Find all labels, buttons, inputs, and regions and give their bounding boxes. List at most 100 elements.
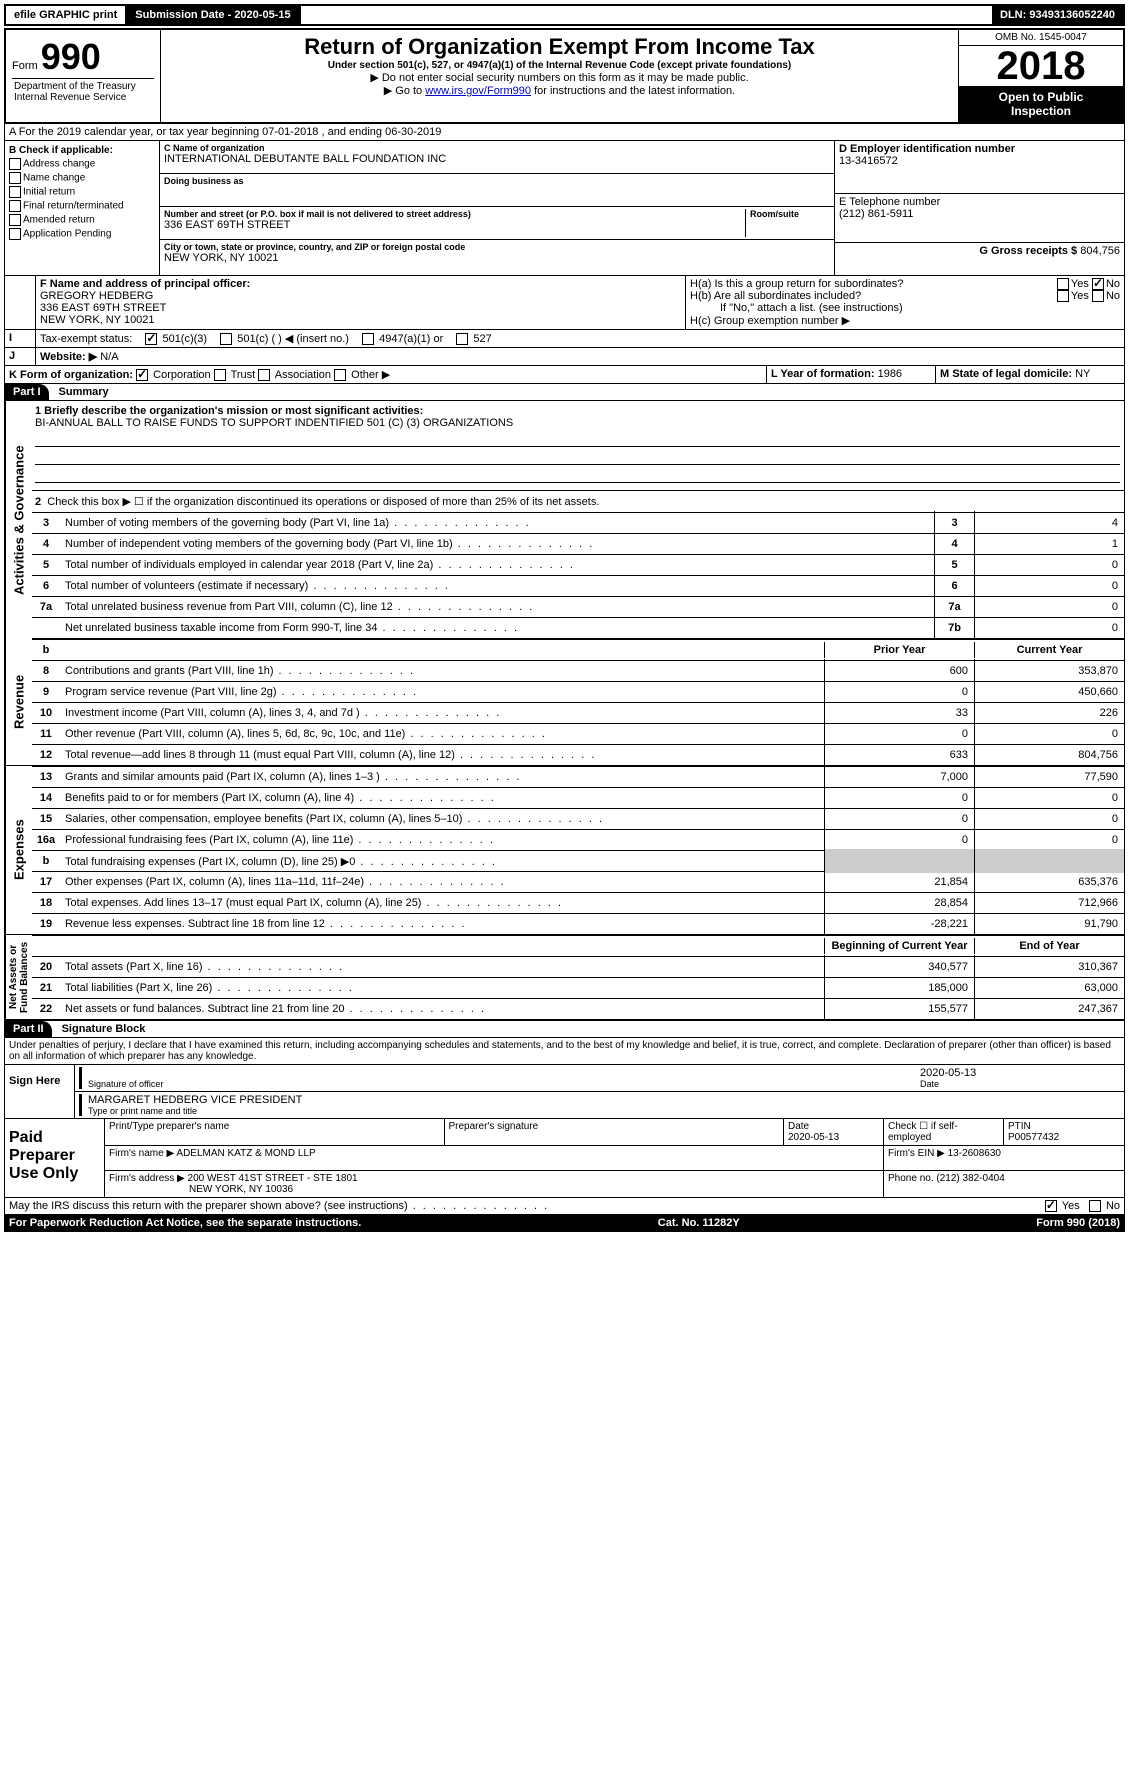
org-name: INTERNATIONAL DEBUTANTE BALL FOUNDATION … (164, 153, 830, 165)
phone-value: (212) 861-5911 (839, 208, 1120, 220)
paid-preparer-label: Paid Preparer Use Only (5, 1119, 105, 1197)
hb-no[interactable] (1092, 290, 1104, 302)
entity-block: B Check if applicable: Address change Na… (4, 141, 1125, 276)
dln-label: DLN: 93493136052240 (992, 6, 1123, 24)
perjury-text: Under penalties of perjury, I declare th… (4, 1038, 1125, 1065)
open-public-badge: Open to Public Inspection (959, 86, 1123, 122)
efile-label: efile GRAPHIC print (6, 6, 127, 24)
col-begin-year: Beginning of Current Year (824, 938, 974, 954)
data-row: 17 Other expenses (Part IX, column (A), … (31, 872, 1124, 893)
h-b-note: If "No," attach a list. (see instruction… (690, 302, 1120, 314)
chk-527[interactable] (456, 333, 468, 345)
form-label: Form (12, 60, 38, 72)
vert-net-assets: Net Assets or Fund Balances (5, 935, 32, 1020)
firm-addr: 200 WEST 41ST STREET - STE 1801 (188, 1173, 358, 1184)
org-city: NEW YORK, NY 10021 (164, 252, 830, 264)
section-c-label: C Name of organization (164, 143, 830, 153)
form-subtitle: Under section 501(c), 527, or 4947(a)(1)… (165, 60, 954, 71)
irs-link[interactable]: www.irs.gov/Form990 (425, 85, 531, 97)
section-e-label: E Telephone number (839, 196, 1120, 208)
part-1-title: Summary (59, 386, 109, 398)
chk-trust[interactable] (214, 369, 226, 381)
section-d-label: D Employer identification number (839, 143, 1120, 155)
chk-amended[interactable] (9, 214, 21, 226)
section-a-tax-year: A For the 2019 calendar year, or tax yea… (4, 124, 1125, 141)
col-prior-year: Prior Year (824, 642, 974, 658)
chk-address-change[interactable] (9, 158, 21, 170)
sig-date: 2020-05-13 (920, 1067, 1120, 1079)
data-row: 9 Program service revenue (Part VIII, li… (31, 682, 1124, 703)
data-row: 15 Salaries, other compensation, employe… (31, 809, 1124, 830)
chk-4947[interactable] (362, 333, 374, 345)
dept-treasury: Department of the Treasury Internal Reve… (12, 78, 154, 105)
form-note-2: ▶ Go to www.irs.gov/Form990 for instruct… (165, 84, 954, 97)
chk-other[interactable] (334, 369, 346, 381)
col-end-year: End of Year (974, 938, 1124, 954)
chk-corp[interactable] (136, 369, 148, 381)
dba-label: Doing business as (164, 176, 830, 186)
tax-year: 2018 (959, 46, 1123, 86)
gov-row: 6 Total number of volunteers (estimate i… (31, 576, 1124, 597)
officer-name: GREGORY HEDBERG (40, 290, 681, 302)
section-i: I Tax-exempt status: 501(c)(3) 501(c) ( … (4, 330, 1125, 348)
summary-table: Activities & Governance 1 Briefly descri… (4, 401, 1125, 1020)
h-b-label: H(b) Are all subordinates included? (690, 290, 861, 302)
part-1-header-row: Part I Summary (4, 384, 1125, 401)
mission-text: BI-ANNUAL BALL TO RAISE FUNDS TO SUPPORT… (35, 417, 1120, 429)
gov-row: 5 Total number of individuals employed i… (31, 555, 1124, 576)
vert-governance: Activities & Governance (5, 401, 32, 639)
data-row: 19 Revenue less expenses. Subtract line … (31, 914, 1124, 935)
chk-initial-return[interactable] (9, 186, 21, 198)
discuss-yes[interactable] (1045, 1200, 1057, 1212)
firm-name: ADELMAN KATZ & MOND LLP (176, 1148, 315, 1159)
sign-here-label: Sign Here (5, 1065, 75, 1118)
submission-date: Submission Date - 2020-05-15 (127, 6, 300, 24)
top-bar: efile GRAPHIC print Submission Date - 20… (4, 4, 1125, 26)
section-j: J Website: ▶ N/A (4, 348, 1125, 366)
part-1-badge: Part I (5, 384, 49, 400)
part-2-header-row: Part II Signature Block (4, 1020, 1125, 1038)
chk-final-return[interactable] (9, 200, 21, 212)
chk-app-pending[interactable] (9, 228, 21, 240)
gov-row: 3 Number of voting members of the govern… (31, 513, 1124, 534)
data-row: 13 Grants and similar amounts paid (Part… (31, 767, 1124, 788)
chk-501c3[interactable] (145, 333, 157, 345)
form-number: 990 (41, 36, 101, 77)
year-formation: 1986 (878, 368, 902, 380)
officer-printed-name: MARGARET HEDBERG VICE PRESIDENT (88, 1094, 1120, 1106)
chk-name-change[interactable] (9, 172, 21, 184)
addr-label: Number and street (or P.O. box if mail i… (164, 209, 745, 219)
h-a-label: H(a) Is this a group return for subordin… (690, 278, 903, 290)
mission-box: 1 Briefly describe the organization's mi… (31, 401, 1124, 491)
gov-row: Net unrelated business taxable income fr… (31, 618, 1124, 639)
ha-yes[interactable] (1057, 278, 1069, 290)
state-domicile: NY (1075, 368, 1090, 380)
chk-501c[interactable] (220, 333, 232, 345)
part-2-badge: Part II (5, 1021, 52, 1037)
data-row: 18 Total expenses. Add lines 13–17 (must… (31, 893, 1124, 914)
chk-assoc[interactable] (258, 369, 270, 381)
discuss-row: May the IRS discuss this return with the… (4, 1198, 1125, 1215)
firm-city: NEW YORK, NY 10036 (109, 1184, 293, 1195)
gov-row: 7a Total unrelated business revenue from… (31, 597, 1124, 618)
ha-no[interactable] (1092, 278, 1104, 290)
vert-revenue: Revenue (5, 639, 32, 766)
section-f-h: F Name and address of principal officer:… (4, 276, 1125, 330)
h-c-label: H(c) Group exemption number ▶ (690, 314, 1120, 327)
ein-value: 13-3416572 (839, 155, 1120, 167)
hb-yes[interactable] (1057, 290, 1069, 302)
data-row: 8 Contributions and grants (Part VIII, l… (31, 661, 1124, 682)
discuss-no[interactable] (1089, 1200, 1101, 1212)
pra-notice: For Paperwork Reduction Act Notice, see … (9, 1217, 361, 1229)
section-g-label: G Gross receipts $ (979, 245, 1077, 257)
part-2-title: Signature Block (62, 1023, 146, 1035)
data-row: 10 Investment income (Part VIII, column … (31, 703, 1124, 724)
section-f-label: F Name and address of principal officer: (40, 278, 681, 290)
section-b-checkboxes: B Check if applicable: Address change Na… (5, 141, 160, 275)
officer-addr2: NEW YORK, NY 10021 (40, 314, 681, 326)
data-row: b Total fundraising expenses (Part IX, c… (31, 851, 1124, 872)
firm-ein: 13-2608630 (948, 1148, 1001, 1159)
gov-row: 4 Number of independent voting members o… (31, 534, 1124, 555)
col-current-year: Current Year (974, 642, 1124, 658)
data-row: 20 Total assets (Part X, line 16) 340,57… (31, 957, 1124, 978)
